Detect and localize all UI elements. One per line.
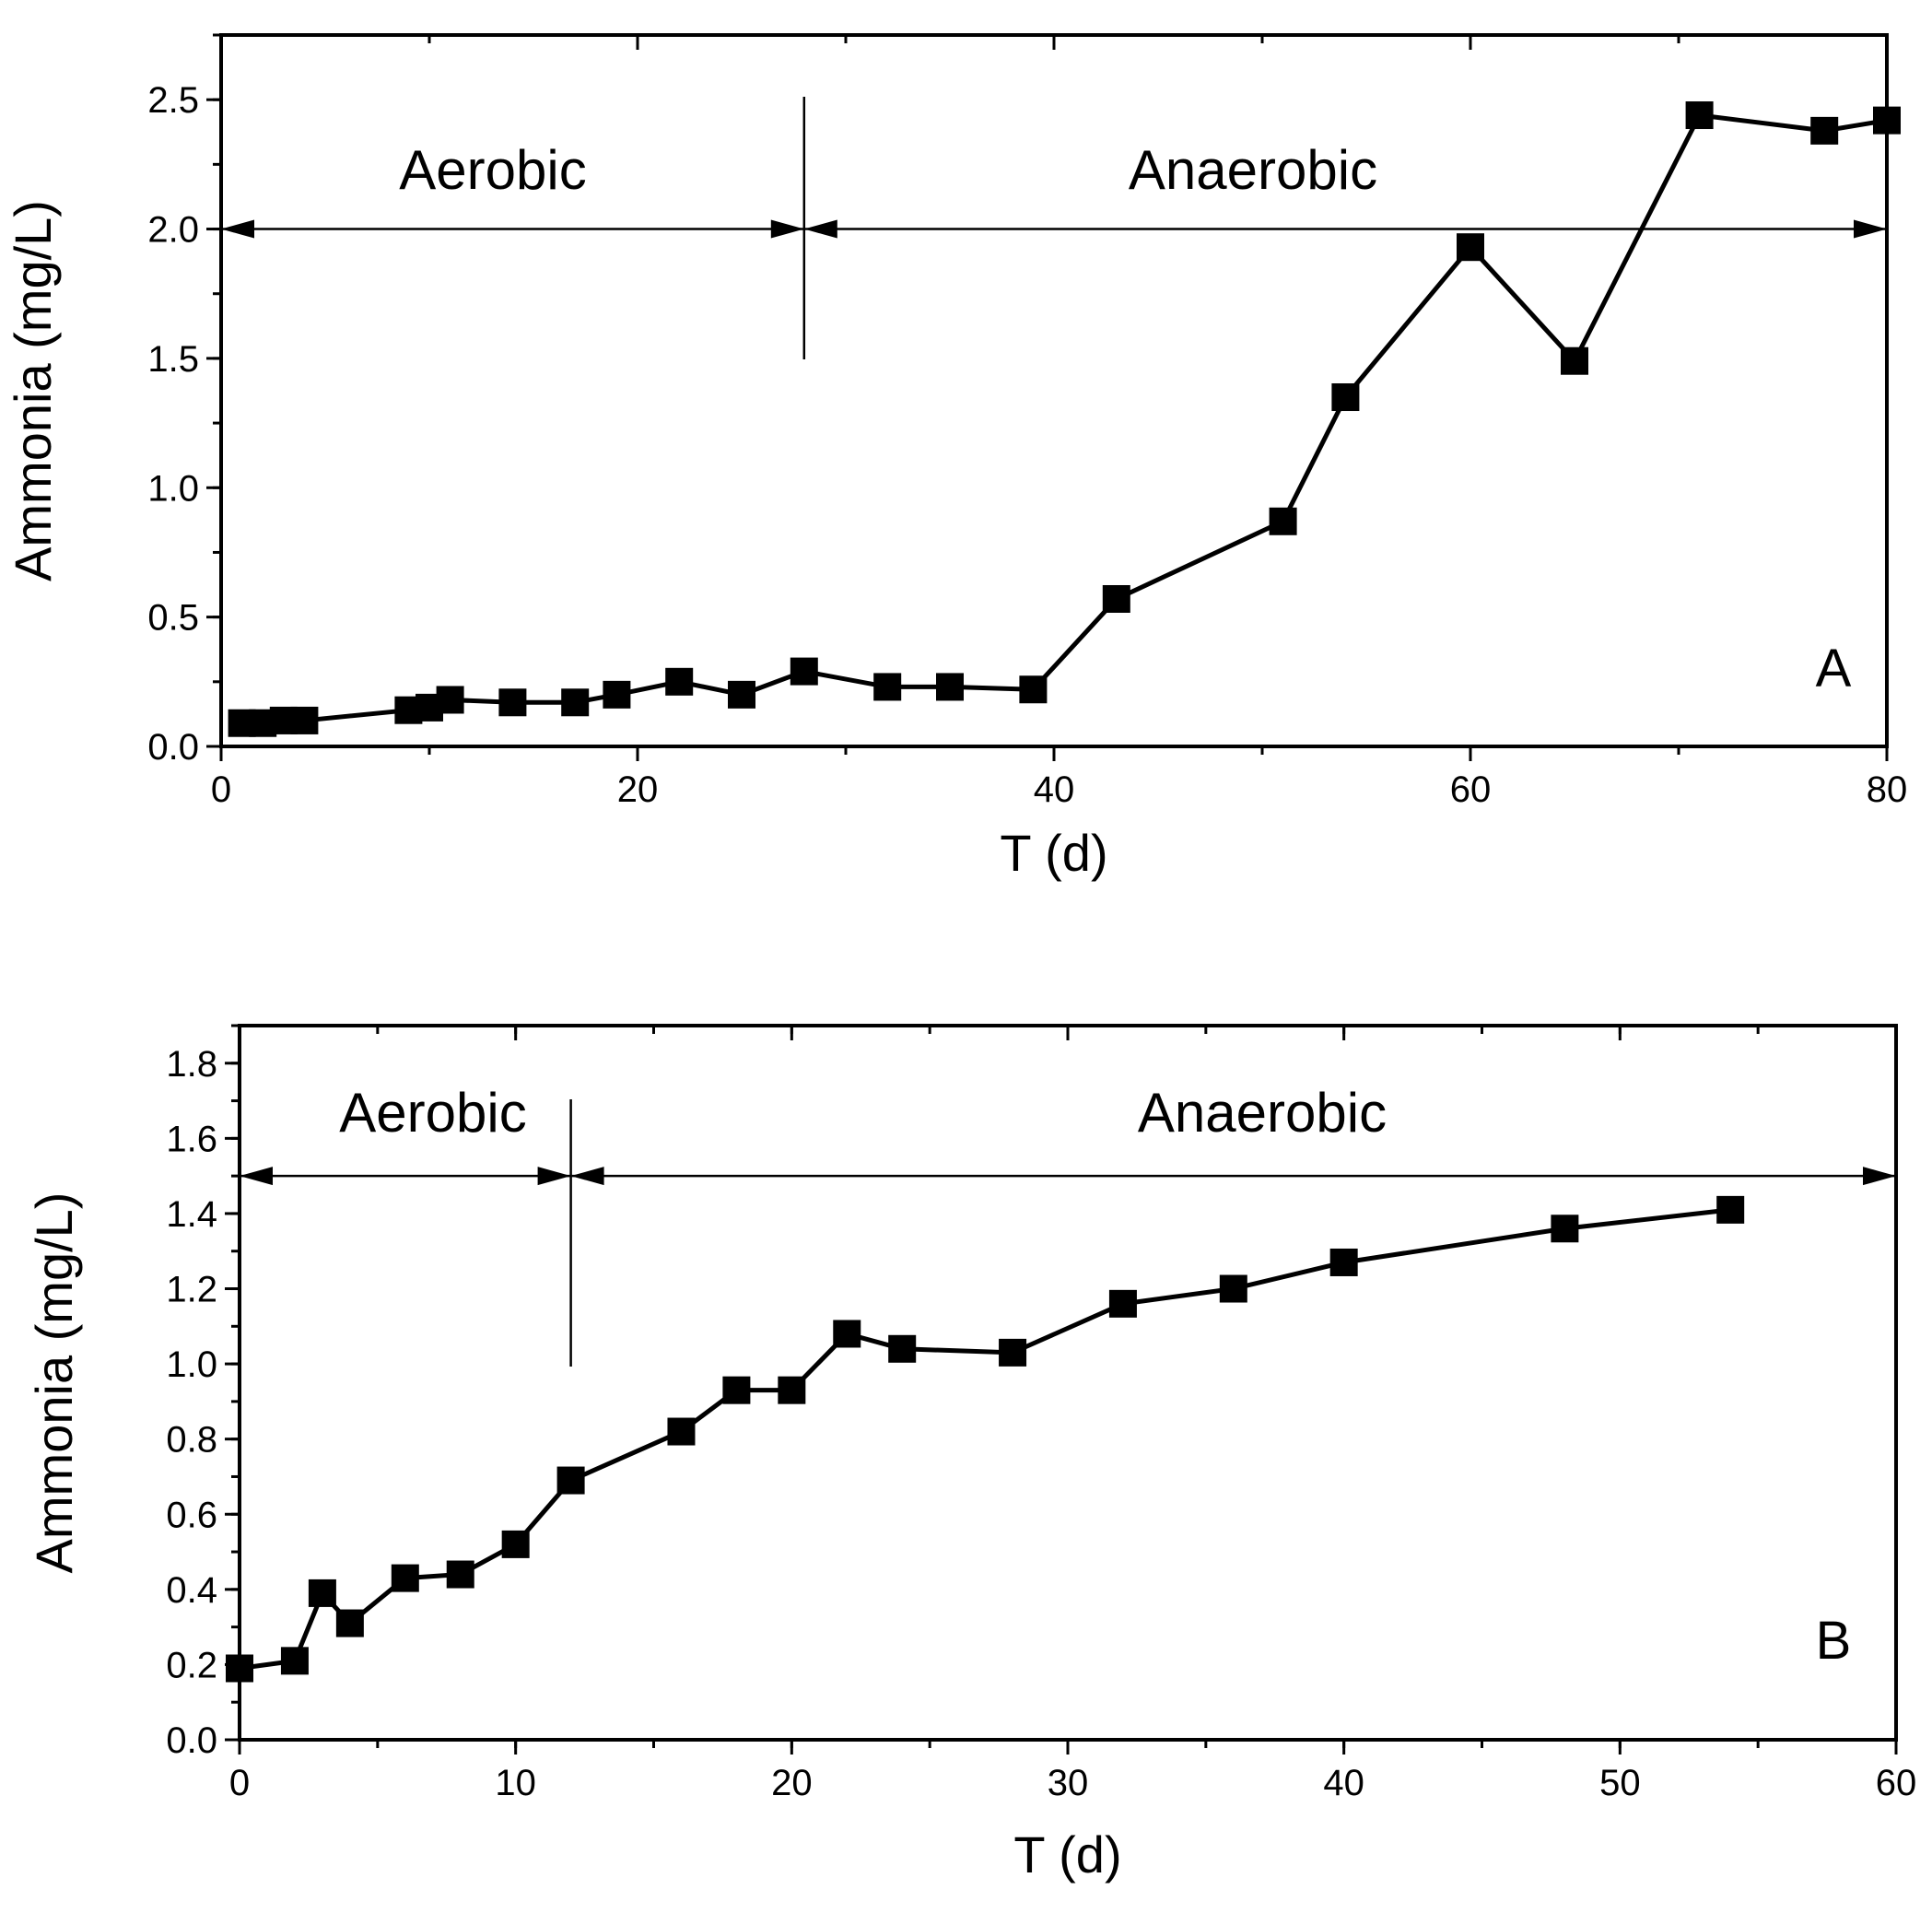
y-tick-label: 1.2 bbox=[166, 1270, 217, 1310]
y-tick-label: 1.8 bbox=[166, 1044, 217, 1085]
arrowhead-right bbox=[1854, 219, 1887, 239]
data-point bbox=[888, 1334, 917, 1363]
data-point bbox=[446, 1560, 474, 1589]
data-point bbox=[561, 688, 590, 717]
y-tick-label: 0.5 bbox=[147, 598, 199, 639]
chart-panel-a: 0.0 0.5 1.0 1.5 2.0 2.5 0 20 40 60 80 T (d) Ammonia … bbox=[4, 33, 1908, 882]
arrowhead-left bbox=[570, 1167, 604, 1186]
data-point bbox=[280, 1647, 309, 1675]
y-axis-label: Ammonia (mg/L) bbox=[4, 200, 62, 581]
data-point bbox=[778, 1376, 806, 1404]
data-point bbox=[1108, 1289, 1137, 1318]
data-point bbox=[873, 673, 902, 701]
data-point bbox=[1551, 1215, 1579, 1243]
data-point bbox=[1810, 116, 1839, 145]
data-point bbox=[1269, 507, 1297, 535]
data-point bbox=[1685, 101, 1714, 130]
phase-label-aerobic: Aerobic bbox=[399, 139, 586, 201]
phase-label-anaerobic: Anaerobic bbox=[1138, 1082, 1387, 1144]
phase-label-anaerobic: Anaerobic bbox=[1129, 139, 1377, 201]
data-point bbox=[722, 1376, 751, 1404]
phase-label-aerobic: Aerobic bbox=[339, 1082, 526, 1144]
data-point bbox=[1219, 1274, 1247, 1303]
x-axis-label: T (d) bbox=[1013, 1825, 1121, 1884]
y-tick-label: 1.0 bbox=[147, 468, 199, 509]
x-tick-label: 30 bbox=[1048, 1763, 1089, 1803]
data-point bbox=[290, 706, 319, 734]
x-tick-label: 10 bbox=[495, 1763, 536, 1803]
arrowhead-left bbox=[221, 219, 254, 239]
data-point bbox=[1716, 1195, 1745, 1224]
data-point bbox=[1019, 675, 1048, 704]
data-point bbox=[667, 1417, 696, 1446]
data-point bbox=[999, 1338, 1027, 1367]
panel-label: A bbox=[1816, 639, 1852, 698]
data-point bbox=[1457, 233, 1484, 262]
y-tick-label: 1.6 bbox=[166, 1119, 217, 1159]
x-axis-label: T (d) bbox=[1000, 824, 1107, 882]
x-tick-label: 0 bbox=[229, 1763, 250, 1803]
y-tick-label: 0.2 bbox=[166, 1645, 217, 1685]
data-point bbox=[790, 657, 818, 686]
y-tick-label: 2.5 bbox=[147, 80, 199, 121]
data-point bbox=[1561, 346, 1588, 375]
x-tick-label: 50 bbox=[1599, 1763, 1641, 1803]
data-point bbox=[498, 688, 527, 717]
data-point bbox=[936, 673, 964, 701]
data-point bbox=[391, 1564, 419, 1592]
data-point bbox=[1873, 106, 1901, 135]
x-tick-label: 20 bbox=[771, 1763, 813, 1803]
arrowhead-left bbox=[240, 1167, 273, 1186]
y-tick-label: 0.6 bbox=[166, 1495, 217, 1535]
data-point bbox=[308, 1579, 336, 1607]
data-point bbox=[833, 1320, 861, 1348]
series-line bbox=[239, 1207, 1731, 1671]
data-point bbox=[1102, 584, 1130, 613]
x-tick-label: 20 bbox=[617, 769, 659, 810]
y-tick-label: 0.0 bbox=[166, 1720, 217, 1761]
data-point bbox=[501, 1530, 530, 1558]
arrowhead-right bbox=[770, 219, 804, 239]
data-point bbox=[436, 686, 464, 714]
data-point bbox=[603, 680, 631, 709]
y-tick-label: 2.0 bbox=[147, 210, 199, 251]
y-axis-label: Ammonia (mg/L) bbox=[25, 1192, 83, 1574]
arrowhead-left bbox=[803, 219, 837, 239]
x-tick-label: 60 bbox=[1450, 769, 1492, 810]
y-tick-label: 0.8 bbox=[166, 1420, 217, 1461]
data-point bbox=[1331, 383, 1360, 412]
x-tick-label: 40 bbox=[1034, 769, 1075, 810]
data-point bbox=[556, 1466, 585, 1495]
chart-panel-b: 0.0 0.2 0.4 0.6 0.8 1.0 1.2 1.4 1.6 1.8 0 10 20 30 40 5… bbox=[25, 1024, 1917, 1884]
x-tick-label: 40 bbox=[1323, 1763, 1364, 1803]
panel-label: B bbox=[1816, 1611, 1852, 1671]
y-tick-label: 1.0 bbox=[166, 1344, 217, 1385]
x-tick-label: 80 bbox=[1867, 769, 1908, 810]
y-tick-label: 1.5 bbox=[147, 339, 199, 380]
data-point bbox=[665, 667, 694, 696]
y-tick-label: 1.4 bbox=[166, 1194, 217, 1235]
y-tick-label: 0.0 bbox=[147, 727, 199, 768]
x-tick-label: 0 bbox=[211, 769, 231, 810]
x-tick-label: 60 bbox=[1876, 1763, 1917, 1803]
data-point bbox=[335, 1609, 364, 1637]
data-point bbox=[1329, 1248, 1358, 1276]
data-point bbox=[226, 1654, 253, 1683]
data-point bbox=[728, 680, 755, 709]
arrowhead-right bbox=[1863, 1167, 1896, 1186]
arrowhead-right bbox=[537, 1167, 571, 1186]
series-line bbox=[241, 112, 1888, 726]
y-tick-label: 0.4 bbox=[166, 1570, 217, 1611]
